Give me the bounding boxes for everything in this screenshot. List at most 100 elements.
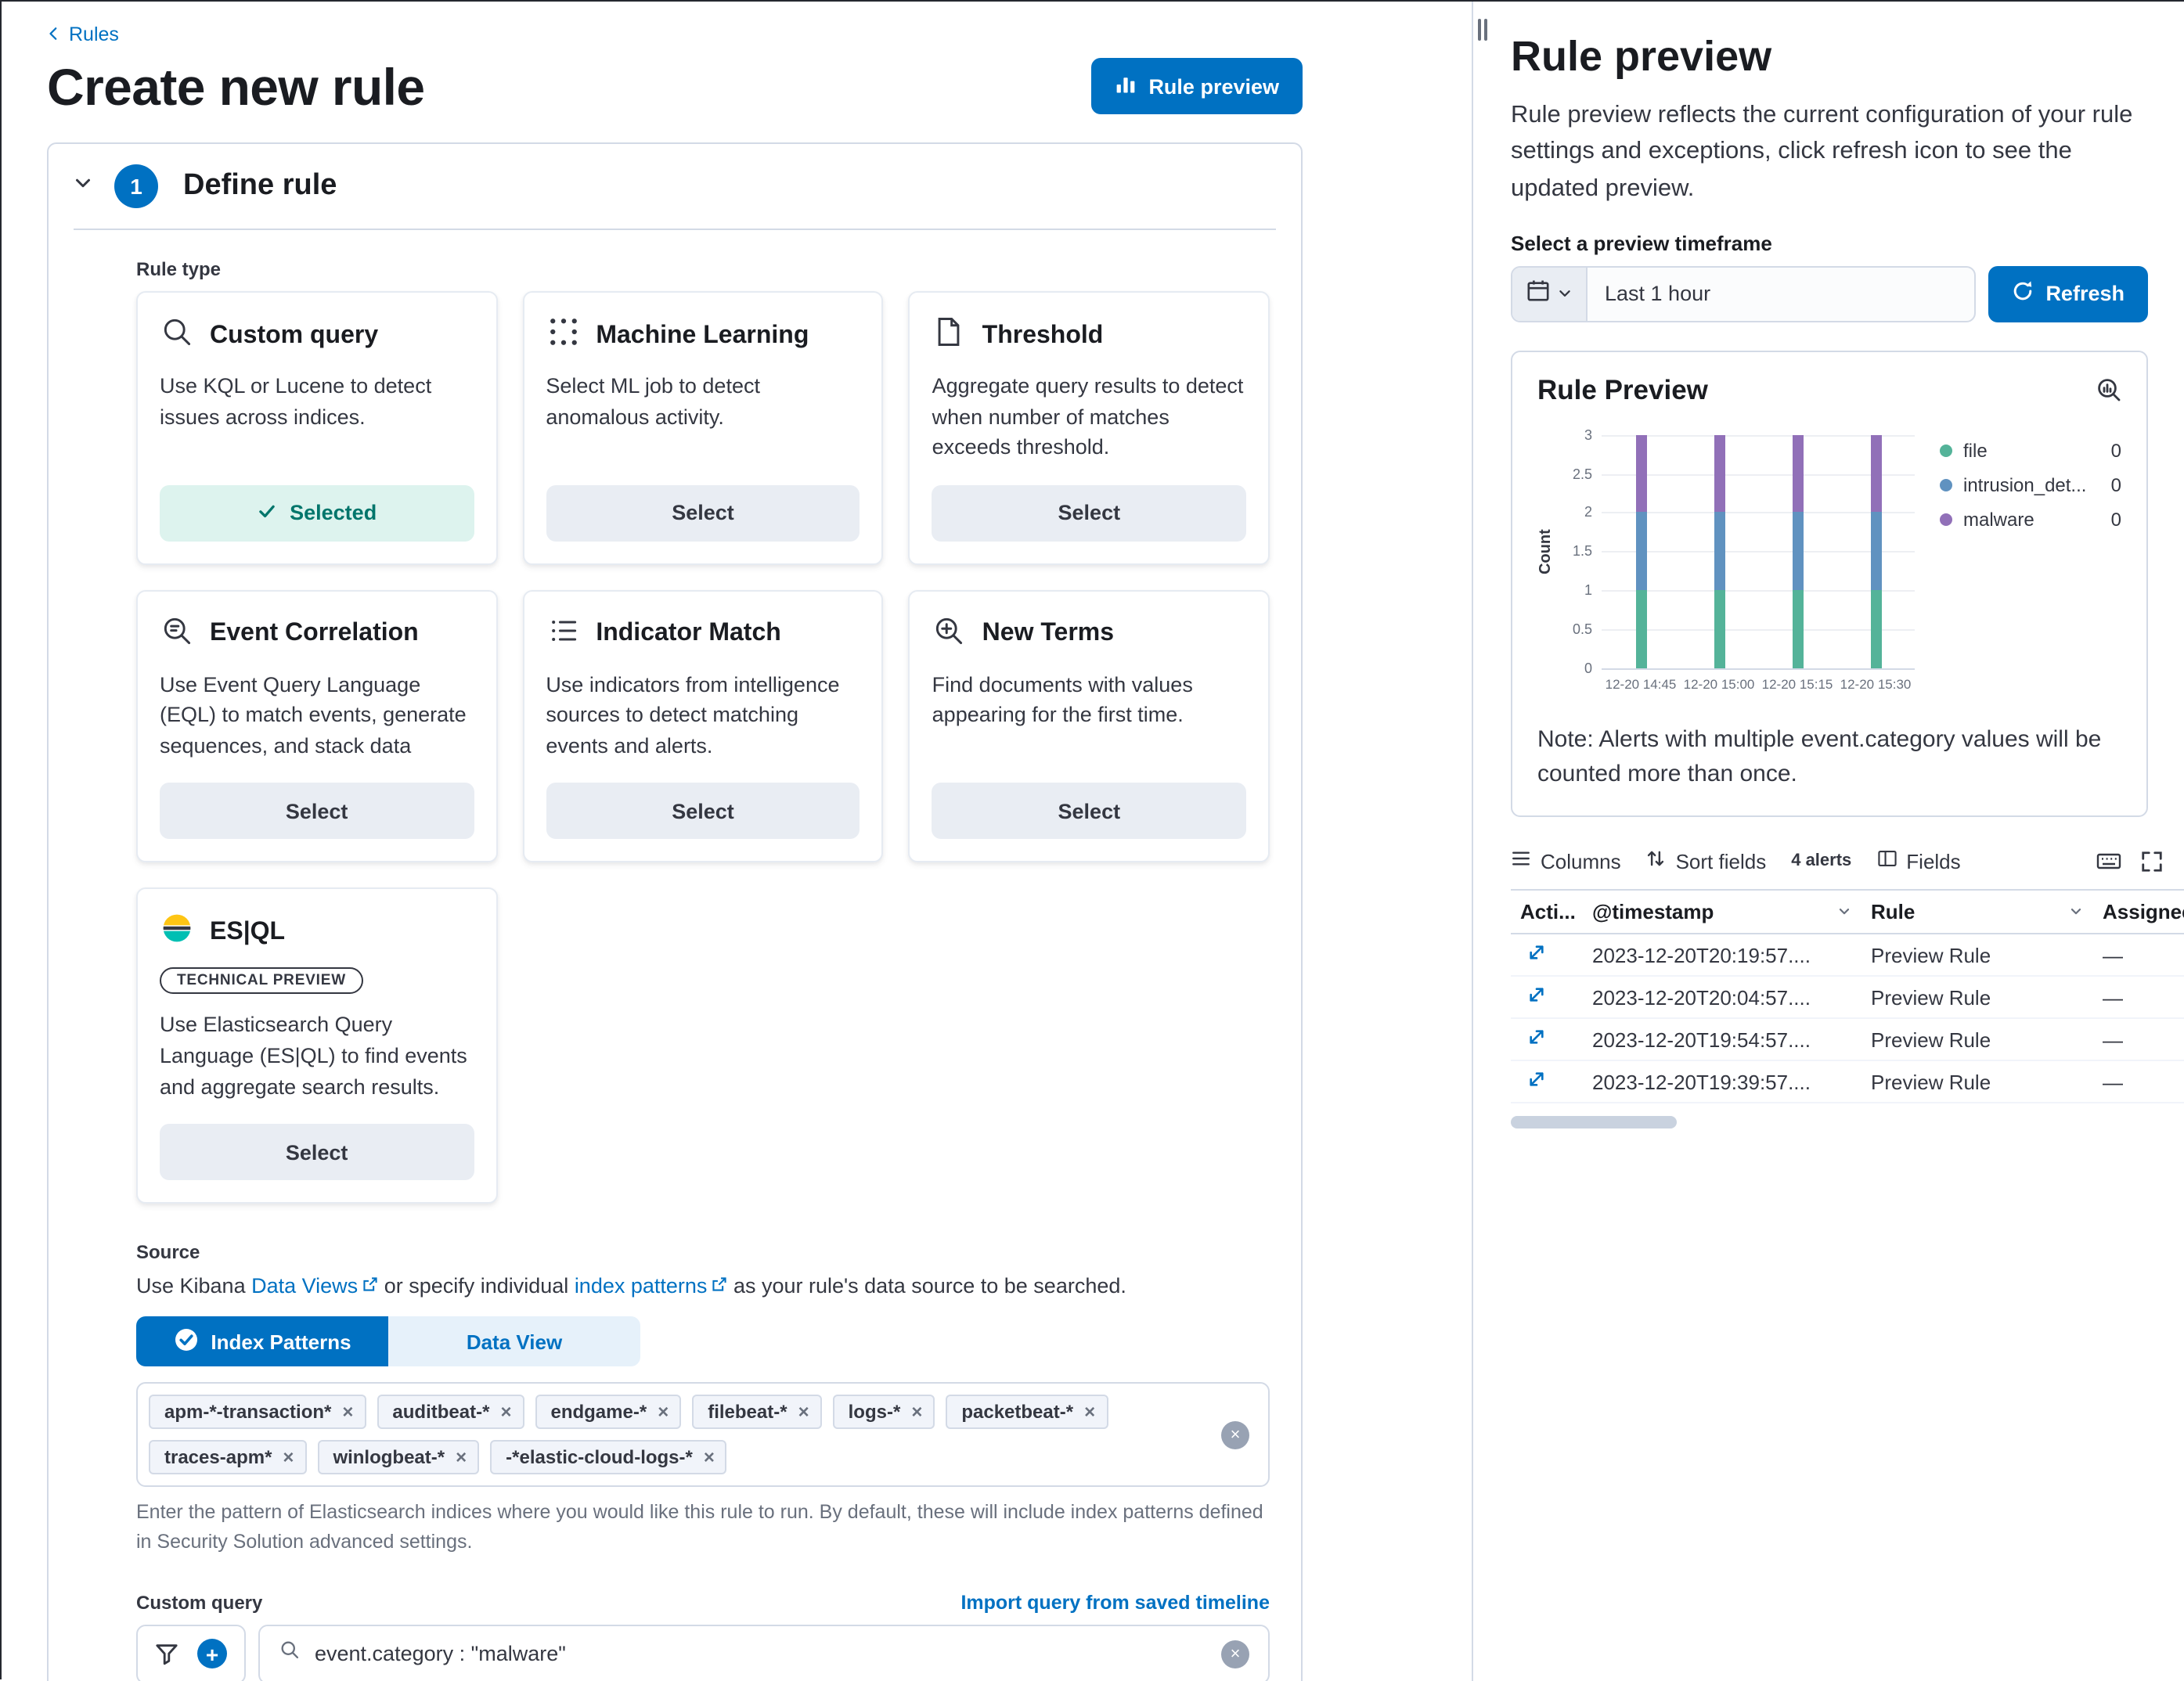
indicator-match-select-button[interactable]: Select: [546, 783, 860, 840]
index-patterns-field[interactable]: apm-*-transaction* × auditbeat-* × endgame-*…: [136, 1382, 1270, 1488]
legend-value: 0: [2110, 508, 2121, 531]
index-pattern-tag-label: apm-*-transaction*: [164, 1401, 332, 1424]
remove-tag-icon[interactable]: ×: [342, 1401, 354, 1424]
threshold-select-button[interactable]: Select: [932, 484, 1246, 542]
toggle-data-view[interactable]: Data View: [388, 1316, 640, 1367]
custom-query-label: Custom query: [136, 1591, 263, 1614]
remove-tag-icon[interactable]: ×: [456, 1446, 467, 1469]
index-patterns-link[interactable]: index patterns: [575, 1274, 728, 1298]
expand-alert-icon[interactable]: [1520, 1070, 1547, 1090]
stacked-bar[interactable]: [1792, 434, 1803, 668]
inspect-icon[interactable]: [2096, 378, 2121, 403]
bar-segment-malware: [1792, 434, 1803, 513]
rule-preview-flyout: Rule preview Rule preview reflects the c…: [1472, 2, 2184, 1681]
column-header-rule[interactable]: Rule: [1861, 889, 2093, 935]
sort-fields-button[interactable]: Sort fields: [1646, 849, 1766, 874]
remove-tag-icon[interactable]: ×: [283, 1446, 294, 1469]
legend-label: intrusion_det...: [1963, 473, 2087, 496]
index-pattern-tag[interactable]: apm-*-transaction* ×: [149, 1395, 366, 1430]
machine-learning-select-button[interactable]: Select: [546, 484, 860, 542]
columns-button[interactable]: Columns: [1511, 849, 1621, 874]
filter-icon[interactable]: [155, 1642, 178, 1665]
source-label: Source: [136, 1241, 200, 1264]
define-rule-accordion-header[interactable]: 1 Define rule: [49, 144, 1301, 229]
column-header-timestamp[interactable]: @timestamp: [1583, 889, 1861, 935]
toggle-index-patterns[interactable]: Index Patterns: [136, 1316, 388, 1367]
legend-item[interactable]: file 0: [1940, 440, 2121, 462]
stacked-bar[interactable]: [1635, 434, 1646, 668]
fullscreen-icon[interactable]: [2140, 850, 2164, 873]
remove-tag-icon[interactable]: ×: [911, 1401, 923, 1424]
y-tick-label: 0.5: [1572, 621, 1592, 637]
legend-item[interactable]: malware 0: [1940, 509, 2121, 531]
keyboard-shortcuts-icon[interactable]: [2096, 849, 2121, 874]
query-input[interactable]: [315, 1642, 1207, 1666]
expand-alert-icon[interactable]: [1520, 1028, 1547, 1048]
rule-type-cards: Custom query Use KQL or Lucene to detect…: [136, 291, 1270, 1204]
refresh-button[interactable]: Refresh: [1988, 265, 2148, 322]
custom-query-selected-button[interactable]: Selected: [160, 484, 474, 542]
machine-learning-icon: [546, 315, 580, 357]
check-circle-icon: [173, 1326, 198, 1356]
x-tick-label: 12-20 15:15: [1761, 675, 1833, 692]
timeframe-calendar-dropdown[interactable]: [1512, 267, 1588, 321]
timeframe-input[interactable]: [1588, 267, 1974, 321]
esql-select-button[interactable]: Select: [160, 1124, 474, 1181]
remove-tag-icon[interactable]: ×: [1084, 1401, 1096, 1424]
rule-type-card-new-terms: New Terms Find documents with values app…: [908, 589, 1270, 863]
index-pattern-tag[interactable]: auditbeat-* ×: [377, 1395, 524, 1430]
divider: [74, 229, 1276, 230]
search-plus-icon: [932, 613, 967, 655]
column-header-actions[interactable]: Acti...: [1511, 889, 1583, 935]
event-correlation-select-button[interactable]: Select: [160, 783, 474, 840]
alert-rule-name: Preview Rule: [1861, 976, 2093, 1020]
alerts-count-badge: 4 alerts: [1791, 851, 1852, 871]
chevron-down-icon: [1558, 280, 1572, 308]
chart-plot: 0 0.5 1 1.5 2 2.5 3 12-20 14:45 12-20 15:00 12-20…: [1573, 427, 1915, 692]
bar-segment-file: [1714, 590, 1724, 668]
remove-tag-icon[interactable]: ×: [658, 1401, 669, 1424]
check-icon: [257, 500, 277, 525]
data-views-link[interactable]: Data Views: [251, 1274, 378, 1298]
x-tick-label: 12-20 15:00: [1683, 675, 1755, 692]
index-pattern-tag[interactable]: filebeat-* ×: [692, 1395, 822, 1430]
legend-label: malware: [1963, 508, 2034, 531]
expand-alert-icon[interactable]: [1520, 985, 1547, 1006]
rule-type-label: Rule type: [136, 258, 222, 280]
stacked-bar[interactable]: [1714, 434, 1724, 668]
index-pattern-tag[interactable]: traces-apm* ×: [149, 1440, 307, 1475]
clear-all-icon[interactable]: ×: [1221, 1420, 1249, 1449]
gridline: [1602, 512, 1915, 514]
source-description: Use Kibana Data Views or specify individ…: [136, 1274, 1126, 1298]
index-pattern-tag[interactable]: packetbeat-* ×: [946, 1395, 1108, 1430]
expand-alert-icon[interactable]: [1520, 943, 1547, 963]
remove-tag-icon[interactable]: ×: [500, 1401, 512, 1424]
horizontal-scrollbar-thumb[interactable]: [1511, 1116, 1677, 1129]
new-terms-select-button[interactable]: Select: [932, 783, 1246, 840]
stacked-bar[interactable]: [1870, 434, 1881, 668]
breadcrumb-rules[interactable]: Rules: [47, 23, 119, 45]
add-filter-button[interactable]: +: [197, 1639, 227, 1669]
clear-query-icon[interactable]: ×: [1221, 1640, 1249, 1668]
legend-label: file: [1963, 439, 1988, 462]
remove-tag-icon[interactable]: ×: [798, 1401, 809, 1424]
alerts-preview-chart: Count 0 0.5 1 1.5 2 2.5 3 12-20 14:45 12-20 15:0…: [1537, 427, 2121, 701]
column-header-assignees[interactable]: Assignees: [2093, 889, 2184, 935]
alert-rule-name: Preview Rule: [1861, 1018, 2093, 1062]
resize-handle[interactable]: [1478, 19, 1487, 41]
alert-rule-name: Preview Rule: [1861, 934, 2093, 977]
legend-item[interactable]: intrusion_det... 0: [1940, 474, 2121, 496]
index-pattern-tag[interactable]: logs-* ×: [832, 1395, 935, 1430]
gridline: [1602, 473, 1915, 476]
list-icon: [546, 613, 580, 655]
y-tick-label: 2.5: [1572, 466, 1592, 482]
index-pattern-tag[interactable]: -*elastic-cloud-logs-* ×: [490, 1440, 727, 1475]
index-pattern-tag[interactable]: winlogbeat-* ×: [317, 1440, 480, 1475]
fields-button[interactable]: Fields: [1876, 849, 1961, 874]
index-pattern-tag[interactable]: endgame-* ×: [535, 1395, 682, 1430]
legend-value: 0: [2110, 439, 2121, 462]
bar-segment-intrusion_det...: [1792, 512, 1803, 591]
remove-tag-icon[interactable]: ×: [703, 1446, 715, 1469]
import-query-link[interactable]: Import query from saved timeline: [960, 1591, 1270, 1614]
rule-preview-toggle-button[interactable]: Rule preview: [1090, 58, 1303, 114]
